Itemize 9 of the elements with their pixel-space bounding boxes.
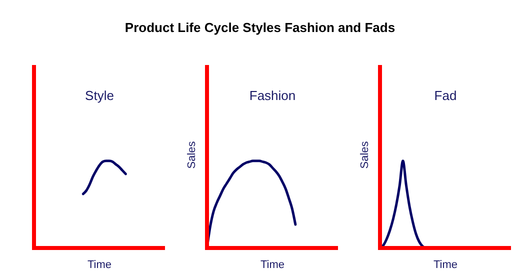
y-axis-title: Sales [359,140,371,169]
chart-subtitle: Fashion [249,88,296,103]
x-axis-title: Time [260,259,285,271]
chart-subtitle: Fad [434,88,457,103]
chart-subtitle: Style [85,88,114,103]
x-axis-title: Time [433,259,458,271]
y-axis-title: Sales [186,140,198,169]
text: Product Life Cycle Styles Fashion and Fads [124,20,396,35]
x-axis-title: Time [87,259,112,271]
